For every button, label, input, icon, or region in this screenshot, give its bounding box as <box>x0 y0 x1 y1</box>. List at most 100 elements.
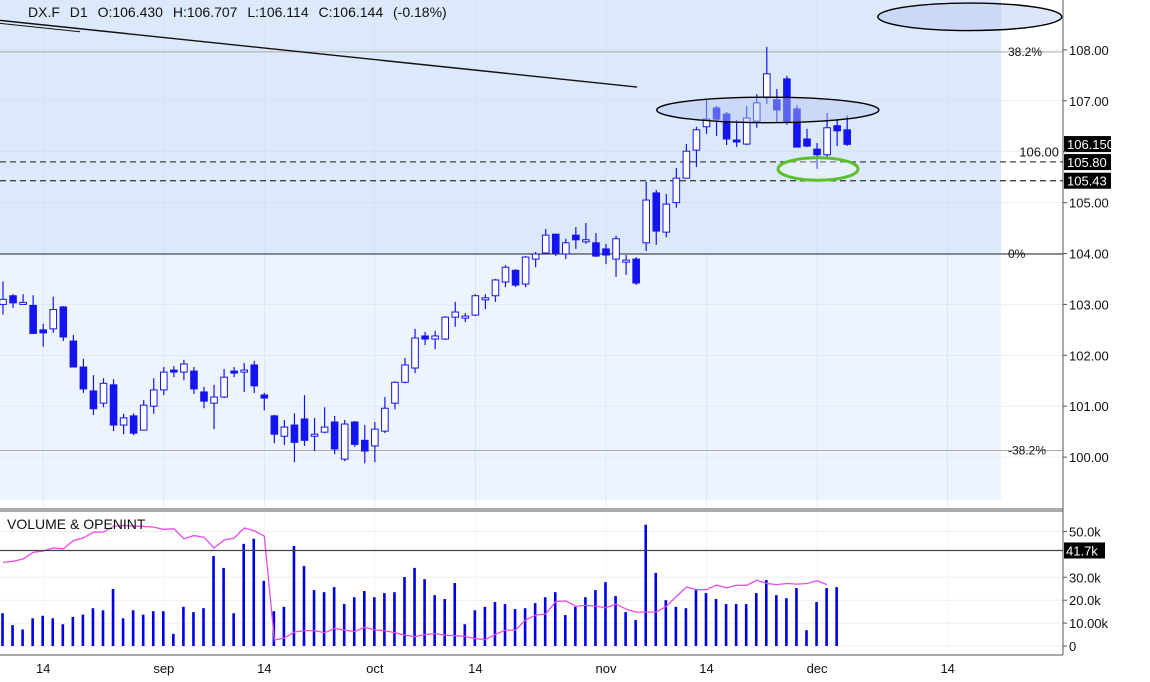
candle-body <box>270 415 279 435</box>
candle <box>371 421 379 463</box>
candle <box>793 104 801 148</box>
candle-body <box>149 389 158 407</box>
volume-bar <box>584 597 587 646</box>
overlays[interactable] <box>656 0 1150 682</box>
candle <box>551 233 560 257</box>
candle-body <box>682 150 691 179</box>
candle-body <box>220 376 228 398</box>
candle <box>69 334 78 368</box>
price-tick-label: 103.00 <box>1069 297 1109 312</box>
volume-bar <box>151 611 155 646</box>
volume-bar <box>403 577 406 646</box>
resistance-ellipse[interactable] <box>656 96 880 124</box>
volume-bar <box>352 597 356 646</box>
volume-bar <box>714 599 718 646</box>
volume-bar <box>322 592 326 646</box>
candle-body <box>461 315 470 319</box>
candle-body <box>692 129 701 151</box>
volume-bar <box>232 613 235 646</box>
candle <box>662 193 671 238</box>
candle <box>401 357 409 384</box>
candle-body <box>582 239 590 243</box>
volume-bar <box>734 604 738 646</box>
volume-bar <box>182 606 185 646</box>
volume-tick-label: 50.0k <box>1069 524 1101 539</box>
support-ellipse[interactable] <box>776 156 860 182</box>
candle-body <box>662 203 671 233</box>
volume-bar <box>162 611 165 646</box>
volume-bar <box>393 592 396 646</box>
volume-bar <box>91 608 95 646</box>
candle <box>722 111 731 146</box>
candle <box>200 386 208 409</box>
top-ellipse[interactable] <box>877 2 1063 32</box>
candle <box>491 278 500 302</box>
chart-header: DX.F D1 O:106.430 H:106.707 L:106.114 C:… <box>28 4 447 20</box>
candle-body <box>290 424 299 443</box>
volume-bar <box>172 633 175 646</box>
volume-tick-label: 30.0k <box>1069 570 1101 585</box>
candle <box>742 105 751 146</box>
volume-bar <box>212 555 215 646</box>
volume-bar <box>564 615 567 646</box>
candle <box>79 358 88 393</box>
candle-body <box>99 382 108 404</box>
volume-bar <box>443 599 446 646</box>
candle-body <box>350 421 359 445</box>
candle-body <box>230 370 238 374</box>
candle <box>682 144 691 179</box>
volume-bar <box>282 606 286 646</box>
volume-bar <box>342 604 346 646</box>
candle-body <box>702 118 711 128</box>
candle-body <box>361 439 369 452</box>
candle-body <box>49 308 58 330</box>
candle <box>280 419 289 445</box>
date-tick-label: 14 <box>257 661 271 676</box>
candle <box>109 379 118 432</box>
candle-body <box>89 390 98 410</box>
candle <box>300 395 309 446</box>
candle-body <box>481 297 490 301</box>
candle-body <box>109 384 118 426</box>
volume-bar <box>61 624 65 646</box>
volume-bar <box>262 580 266 646</box>
date-tick-label: 14 <box>468 661 482 676</box>
price-tick-label: 104.00 <box>1069 247 1109 262</box>
high-value: H:106.707 <box>173 4 238 20</box>
volume-bar <box>373 597 376 646</box>
drawings[interactable]: 38.2% 0% -38.2% <box>0 19 1063 457</box>
volume-bar <box>513 609 517 646</box>
axis-background <box>1063 0 1150 682</box>
volume-bar <box>724 604 728 646</box>
volume-bar <box>805 630 808 646</box>
candles <box>0 46 852 464</box>
date-tick-label: 14 <box>940 661 954 676</box>
candle-body <box>572 234 580 241</box>
candle <box>160 367 168 396</box>
candle <box>240 362 248 392</box>
candle-body <box>773 99 781 111</box>
price-tick-label: 107.00 <box>1069 94 1109 109</box>
candle-body <box>421 335 429 340</box>
volume-bar <box>785 598 788 646</box>
candle <box>0 281 7 315</box>
candle <box>381 397 389 434</box>
volume-bar <box>543 597 547 646</box>
candle-body <box>401 364 409 383</box>
candle-body <box>501 266 510 283</box>
candle-body <box>69 340 78 368</box>
candle <box>582 222 590 244</box>
candle-body <box>722 113 731 140</box>
candle <box>230 367 238 378</box>
candle-body <box>441 316 449 340</box>
candle-body <box>742 117 751 145</box>
volume-bar <box>664 600 668 646</box>
candle <box>9 294 17 308</box>
candle-body <box>763 73 771 99</box>
candle-body <box>612 238 620 260</box>
candle-body <box>843 129 852 145</box>
volume-tick-label: 10.00k <box>1069 616 1109 631</box>
volume-bar <box>21 629 24 646</box>
volume-bar <box>493 602 497 646</box>
